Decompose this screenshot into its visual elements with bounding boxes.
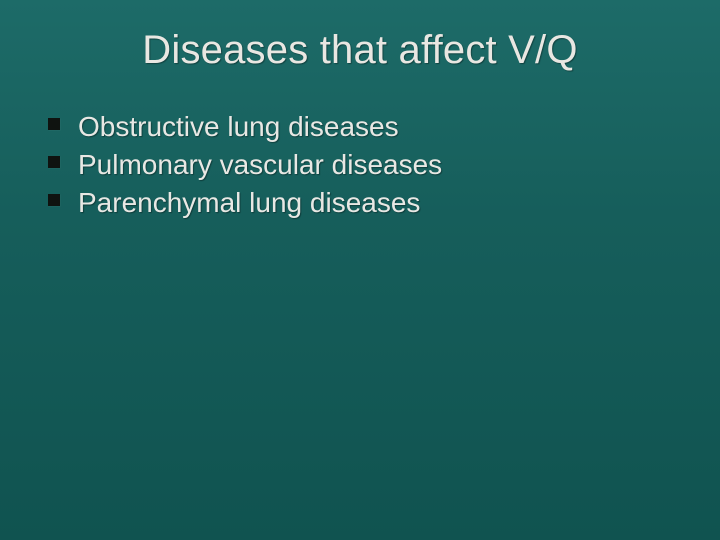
square-bullet-icon — [48, 194, 60, 206]
slide-title: Diseases that affect V/Q — [40, 28, 680, 73]
list-item-text: Pulmonary vascular diseases — [78, 149, 442, 180]
slide: Diseases that affect V/Q Obstructive lun… — [0, 0, 720, 540]
list-item-text: Obstructive lung diseases — [78, 111, 399, 142]
list-item: Parenchymal lung diseases — [48, 185, 680, 221]
square-bullet-icon — [48, 118, 60, 130]
list-item-text: Parenchymal lung diseases — [78, 187, 420, 218]
square-bullet-icon — [48, 156, 60, 168]
list-item: Pulmonary vascular diseases — [48, 147, 680, 183]
bullet-list: Obstructive lung diseases Pulmonary vasc… — [40, 109, 680, 220]
list-item: Obstructive lung diseases — [48, 109, 680, 145]
